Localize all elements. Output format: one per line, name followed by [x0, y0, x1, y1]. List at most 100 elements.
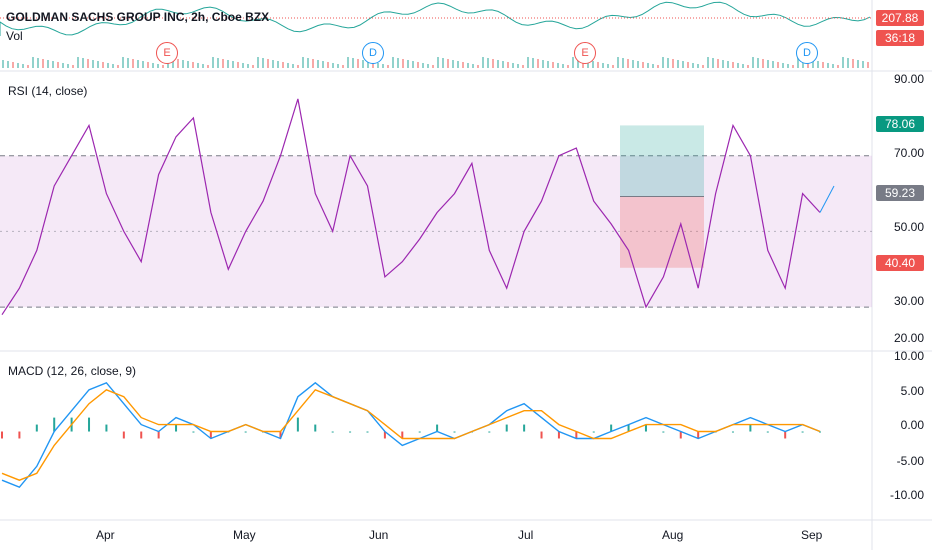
macd-histogram-bar	[766, 431, 769, 433]
macd-histogram-bar	[575, 431, 578, 439]
volume-bar	[542, 60, 544, 68]
rsi-band	[0, 155, 872, 308]
volume-bar	[537, 59, 539, 68]
volume-bar	[632, 60, 634, 68]
volume-label: Vol	[6, 29, 23, 43]
macd-histogram-bar	[784, 431, 787, 439]
volume-bar	[67, 64, 69, 68]
volume-bar	[2, 60, 4, 68]
volume-bar	[62, 63, 64, 68]
volume-bar	[287, 63, 289, 68]
macd-histogram-bar	[540, 431, 543, 439]
volume-bar	[482, 57, 484, 68]
volume-bar	[222, 59, 224, 68]
volume-bar	[727, 61, 729, 68]
macd-tick-5: 5.00	[900, 384, 924, 398]
volume-bar	[492, 59, 494, 68]
macd-tick-minus5: -5.00	[896, 454, 924, 468]
volume-bar	[792, 65, 794, 68]
volume-bar	[227, 60, 229, 68]
volume-bar	[377, 63, 379, 68]
volume-bar	[87, 59, 89, 68]
volume-bar	[767, 60, 769, 68]
volume-bar	[322, 61, 324, 68]
volume-bar	[687, 62, 689, 68]
dividend-event-icon[interactable]: D	[362, 42, 384, 64]
rsi-panel-title: RSI (14, close)	[8, 84, 88, 98]
volume-bar	[142, 61, 144, 68]
volume-bar	[547, 61, 549, 68]
rsi-line	[1, 98, 821, 316]
volume-bar	[372, 62, 374, 68]
last-price-badge: 207.88	[876, 10, 924, 26]
volume-bar	[717, 59, 719, 68]
volume-bar	[842, 57, 844, 68]
volume-bar	[102, 62, 104, 68]
volume-bar	[82, 58, 84, 68]
volume-bar	[202, 64, 204, 68]
volume-bar	[212, 57, 214, 68]
volume-bar	[852, 59, 854, 68]
volume-bar	[827, 63, 829, 68]
volume-bar	[422, 63, 424, 68]
dividend-event-icon[interactable]: D	[796, 42, 818, 64]
volume-bar	[702, 65, 704, 68]
volume-bar	[292, 64, 294, 68]
macd-histogram-bar	[731, 431, 734, 433]
macd-histogram-bar	[279, 431, 282, 439]
volume-bar	[567, 65, 569, 68]
macd-tick-0: 0.00	[900, 418, 924, 432]
volume-bar	[352, 58, 354, 68]
volume-bar	[412, 61, 414, 68]
volume-bar	[192, 62, 194, 68]
macd-histogram-bar	[296, 417, 299, 432]
earnings-event-icon[interactable]: E	[156, 42, 178, 64]
volume-bar	[797, 57, 799, 68]
macd-histogram-bar	[175, 424, 178, 432]
volume-bar	[197, 63, 199, 68]
rsi-badge-current: 59.23	[876, 185, 924, 201]
volume-bar	[662, 57, 664, 68]
rsi-tick-70: 70.00	[893, 146, 924, 160]
volume-bar	[432, 65, 434, 68]
price-sparkline	[0, 1, 871, 36]
x-label-jul: Jul	[518, 528, 534, 542]
volume-bar	[132, 59, 134, 68]
earnings-event-icon[interactable]: E	[574, 42, 596, 64]
volume-bar	[737, 63, 739, 68]
volume-bar	[397, 58, 399, 68]
macd-histogram-bar	[88, 417, 91, 432]
macd-histogram-bar	[244, 431, 247, 433]
volume-bar	[417, 62, 419, 68]
volume-bar	[247, 64, 249, 68]
volume-bar	[147, 62, 149, 68]
volume-bar	[607, 64, 609, 68]
volume-bar	[612, 65, 614, 68]
macd-histogram-bar	[523, 424, 526, 432]
volume-bar	[667, 58, 669, 68]
macd-histogram-bar	[349, 431, 352, 433]
volume-bar	[462, 62, 464, 68]
volume-bar	[257, 57, 259, 68]
macd-histogram-bar	[209, 431, 212, 439]
volume-bar	[722, 60, 724, 68]
volume-bar	[817, 61, 819, 68]
volume-bar	[497, 60, 499, 68]
volume-bar	[532, 58, 534, 68]
projection-line	[819, 185, 835, 213]
volume-bar	[97, 61, 99, 68]
macd-histogram-bar	[35, 424, 38, 432]
volume-bar	[107, 63, 109, 68]
volume-bar	[732, 62, 734, 68]
volume-bar	[262, 58, 264, 68]
macd-histogram-bar	[1, 431, 3, 439]
macd-histogram-bar	[105, 424, 108, 432]
x-label-sep: Sep	[801, 528, 823, 542]
volume-bar	[277, 61, 279, 68]
volume-bar	[457, 61, 459, 68]
macd-histogram-bar	[749, 424, 752, 432]
volume-bar	[387, 65, 389, 68]
target-zone	[620, 125, 704, 197]
volume-bar	[392, 57, 394, 68]
